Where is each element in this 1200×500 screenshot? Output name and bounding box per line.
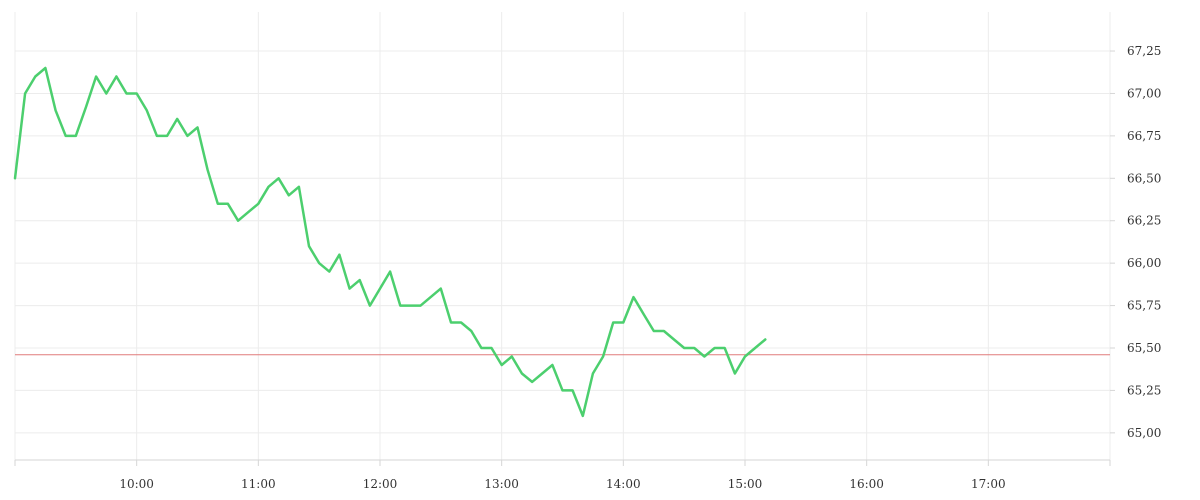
axes: 65,00 65,25 65,50 65,75 66,00 66,25 66,50 66,75… bbox=[14, 44, 1161, 491]
price-series-line bbox=[13, 66, 767, 418]
y-tick-label: 65,50 bbox=[1127, 341, 1161, 355]
x-tick-label: 11:00 bbox=[241, 477, 276, 491]
y-tick-label: 65,00 bbox=[1127, 426, 1161, 440]
x-tick-label: 17:00 bbox=[971, 477, 1006, 491]
x-tick-label: 14:00 bbox=[606, 477, 641, 491]
y-tick-label: 66,75 bbox=[1127, 129, 1161, 143]
y-tick-label: 65,25 bbox=[1127, 383, 1161, 397]
y-tick-label: 66,00 bbox=[1127, 256, 1161, 270]
series-layer bbox=[13, 66, 767, 418]
x-tick-label: 13:00 bbox=[484, 477, 519, 491]
grid bbox=[14, 12, 1111, 460]
y-tick-label: 67,25 bbox=[1127, 44, 1161, 58]
y-tick-label: 65,75 bbox=[1127, 299, 1161, 313]
x-tick-label: 12:00 bbox=[363, 477, 398, 491]
y-tick-label: 67,00 bbox=[1127, 86, 1161, 100]
y-tick-label: 66,25 bbox=[1127, 214, 1161, 228]
x-tick-label: 16:00 bbox=[849, 477, 884, 491]
x-tick-label: 15:00 bbox=[728, 477, 763, 491]
x-tick-label: 10:00 bbox=[119, 477, 154, 491]
y-tick-label: 66,50 bbox=[1127, 171, 1161, 185]
